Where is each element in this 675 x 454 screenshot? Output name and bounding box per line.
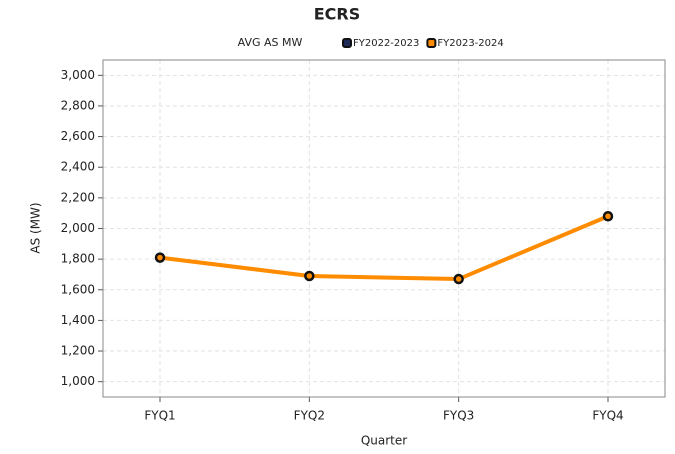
- point: [602, 210, 614, 222]
- x-tick-label: FYQ2: [294, 409, 325, 423]
- legend-marker: [342, 38, 352, 48]
- y-tick-label: 1,200: [61, 344, 95, 358]
- y-tick-label: 2,400: [61, 160, 95, 174]
- y-tick-label: 3,000: [61, 68, 95, 82]
- point: [453, 273, 464, 285]
- y-tick-label: 2,000: [61, 221, 95, 235]
- x-tick-label: FYQ3: [443, 409, 474, 423]
- y-tick-label: 1,800: [61, 252, 95, 266]
- y-tick-label: 1,400: [61, 313, 95, 327]
- x-axis-label: Quarter: [361, 434, 407, 448]
- y-tick-label: 1,600: [61, 282, 95, 296]
- y-axis-label: AS (MW): [29, 202, 43, 253]
- legend-label: FY2022-2023: [353, 38, 419, 49]
- point: [154, 252, 166, 263]
- point: [304, 270, 315, 282]
- x-tick-label: FYQ1: [144, 409, 175, 423]
- legend-marker: [426, 38, 437, 48]
- legend-label: FY2023-2024: [437, 38, 503, 49]
- y-tick-label: 2,200: [61, 190, 95, 204]
- plot-frame: [102, 59, 666, 398]
- x-tick-label: FYQ4: [592, 409, 623, 423]
- chart-title: ECRS: [314, 5, 361, 24]
- legend-title: AVG AS MW: [238, 36, 303, 49]
- y-tick-label: 1,000: [61, 374, 95, 388]
- y-tick-label: 2,800: [61, 98, 95, 112]
- series-line: [159, 214, 609, 282]
- y-tick-label: 2,600: [61, 129, 95, 143]
